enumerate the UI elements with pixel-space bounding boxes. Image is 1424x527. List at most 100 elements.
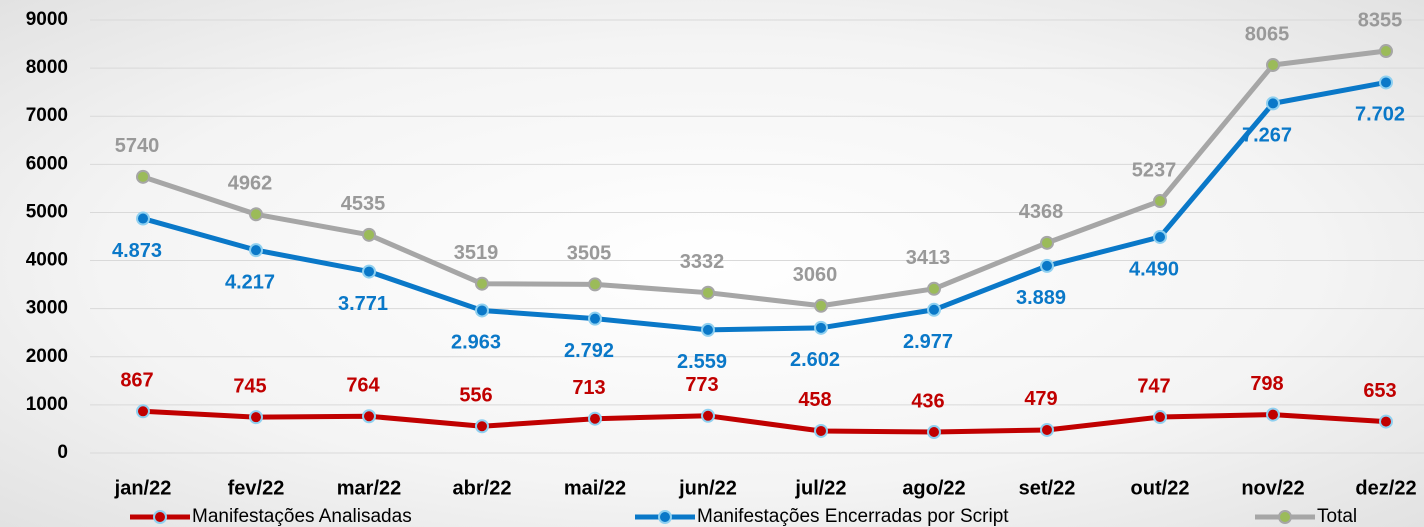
data-label: 3060: [793, 264, 838, 286]
data-label: 458: [798, 389, 831, 411]
marker: [362, 227, 376, 242]
data-label: 2.977: [903, 331, 953, 353]
y-tick-label: 1000: [26, 394, 68, 415]
legend-marker: [1278, 510, 1292, 524]
data-label: 867: [120, 370, 153, 392]
marker: [927, 281, 941, 296]
marker: [701, 408, 715, 423]
marker: [588, 311, 602, 326]
marker: [475, 303, 489, 318]
x-tick-label: mai/22: [564, 477, 626, 499]
marker: [1266, 407, 1280, 422]
legend-marker: [658, 510, 672, 524]
marker: [588, 277, 602, 292]
data-label: 436: [911, 390, 944, 412]
data-label: 3.771: [338, 293, 388, 315]
marker: [1153, 410, 1167, 425]
data-label: 5740: [115, 135, 160, 157]
data-label: 7.267: [1242, 125, 1292, 147]
data-label: 4368: [1019, 201, 1064, 223]
y-tick-label: 0: [57, 442, 68, 463]
data-label: 2.602: [790, 349, 840, 371]
x-tick-label: jun/22: [678, 477, 737, 499]
data-label: 2.792: [564, 340, 614, 362]
data-label: 4535: [341, 193, 386, 215]
marker: [136, 211, 150, 226]
series-line: [142, 408, 1387, 435]
y-tick-label: 8000: [26, 57, 68, 78]
marker: [927, 425, 941, 440]
data-label: 3519: [454, 242, 499, 264]
data-label: 3332: [680, 251, 725, 273]
y-tick-label: 6000: [26, 153, 68, 174]
marker: [1266, 57, 1280, 72]
data-label: 3.889: [1016, 287, 1066, 309]
data-label: 2.963: [451, 332, 501, 354]
data-label: 479: [1024, 388, 1057, 410]
marker: [1379, 44, 1393, 59]
marker: [1153, 194, 1167, 209]
x-tick-label: abr/22: [453, 477, 512, 499]
x-tick-label: set/22: [1019, 477, 1076, 499]
marker: [1379, 414, 1393, 429]
marker: [249, 243, 263, 258]
series-line: [142, 79, 1387, 333]
data-label: 713: [572, 377, 605, 399]
x-tick-label: ago/22: [902, 477, 965, 499]
data-label: 2.559: [677, 351, 727, 373]
y-tick-label: 2000: [26, 346, 68, 367]
legend-label: Manifestações Analisadas: [192, 506, 412, 527]
x-tick-label: dez/22: [1355, 477, 1416, 499]
legend-label: Manifestações Encerradas por Script: [697, 506, 1009, 527]
legend-marker: [153, 510, 167, 524]
x-tick-label: jan/22: [114, 477, 172, 499]
marker: [1040, 235, 1054, 250]
legend-label: Total: [1317, 506, 1357, 527]
y-tick-label: 5000: [26, 201, 68, 222]
marker: [1040, 258, 1054, 273]
data-label: 798: [1250, 373, 1283, 395]
marker: [701, 285, 715, 300]
data-label: 4.873: [112, 240, 162, 262]
marker: [475, 276, 489, 291]
marker: [588, 411, 602, 426]
marker: [1379, 75, 1393, 90]
data-label: 8065: [1245, 23, 1290, 45]
data-label: 764: [346, 375, 380, 397]
series-line: [142, 48, 1387, 309]
marker: [1040, 422, 1054, 437]
marker: [814, 320, 828, 335]
marker: [136, 169, 150, 184]
data-label: 3413: [906, 247, 951, 269]
y-tick-label: 3000: [26, 298, 68, 319]
x-tick-label: nov/22: [1241, 477, 1304, 499]
marker: [362, 409, 376, 424]
x-tick-label: fev/22: [228, 477, 285, 499]
x-tick-label: jul/22: [794, 477, 846, 499]
data-label: 4962: [228, 173, 273, 195]
y-tick-label: 4000: [26, 250, 68, 271]
marker: [1266, 96, 1280, 111]
data-label: 653: [1363, 380, 1396, 402]
y-tick-label: 9000: [26, 9, 68, 30]
data-label: 747: [1137, 375, 1170, 397]
y-tick-label: 7000: [26, 105, 68, 126]
marker: [814, 423, 828, 438]
marker: [927, 302, 941, 317]
marker: [1153, 229, 1167, 244]
marker: [249, 207, 263, 222]
marker: [814, 298, 828, 313]
x-tick-label: out/22: [1131, 477, 1190, 499]
marker: [249, 410, 263, 425]
marker: [701, 322, 715, 337]
marker: [136, 404, 150, 419]
data-label: 7.702: [1355, 104, 1405, 126]
marker: [475, 419, 489, 434]
marker: [362, 264, 376, 279]
data-label: 3505: [567, 243, 612, 265]
data-label: 745: [233, 375, 266, 397]
data-label: 556: [459, 385, 492, 407]
x-tick-label: mar/22: [337, 477, 402, 499]
data-label: 4.490: [1129, 258, 1179, 280]
